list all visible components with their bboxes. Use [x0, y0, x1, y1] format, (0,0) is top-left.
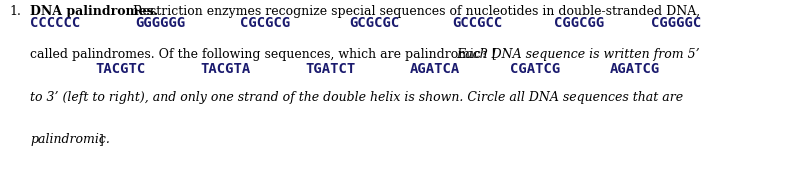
Text: CGGCGG: CGGCGG: [554, 16, 604, 30]
Text: TGATCT: TGATCT: [305, 62, 355, 75]
Text: called palindromes. Of the following sequences, which are palindromic? [: called palindromes. Of the following seq…: [30, 48, 497, 61]
Text: Each DNA sequence is written from 5’: Each DNA sequence is written from 5’: [456, 48, 700, 61]
Text: Restriction enzymes recognize special sequences of nucleotides in double-strande: Restriction enzymes recognize special se…: [129, 5, 700, 18]
Text: TACGTA: TACGTA: [200, 62, 250, 75]
Text: CGGGGC: CGGGGC: [651, 16, 701, 30]
Text: CGCGCG: CGCGCG: [240, 16, 290, 30]
Text: GCCGCC: GCCGCC: [453, 16, 503, 30]
Text: AGATCG: AGATCG: [610, 62, 660, 75]
Text: TACGTC: TACGTC: [95, 62, 145, 75]
Text: CCCCCC: CCCCCC: [30, 16, 80, 30]
Text: to 3’ (left to right), and only one strand of the double helix is shown. Circle : to 3’ (left to right), and only one stra…: [30, 90, 684, 104]
Text: GCGCGC: GCGCGC: [349, 16, 399, 30]
Text: GGGGGG: GGGGGG: [135, 16, 185, 30]
Text: DNA palindromes.: DNA palindromes.: [30, 5, 158, 18]
Text: CGATCG: CGATCG: [510, 62, 560, 75]
Text: AGATCA: AGATCA: [410, 62, 460, 75]
Text: 1.: 1.: [10, 5, 21, 18]
Text: ]: ]: [98, 133, 102, 146]
Text: palindromic.: palindromic.: [30, 133, 110, 146]
